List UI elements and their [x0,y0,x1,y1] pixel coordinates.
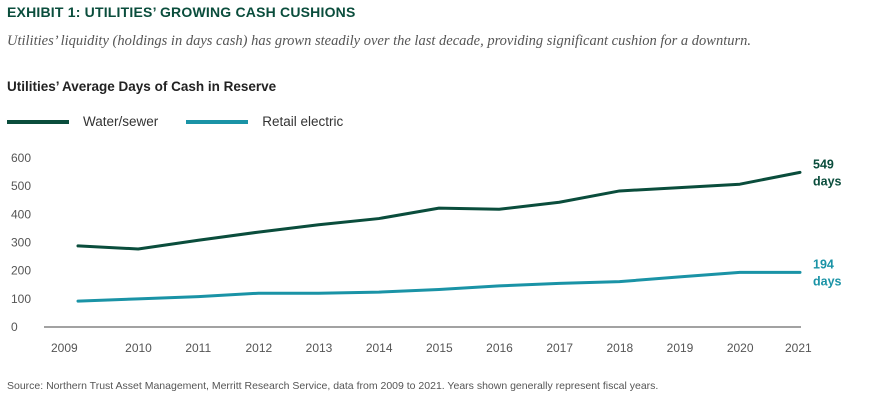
chart-subtitle: Utilities’ liquidity (holdings in days c… [7,33,752,49]
x-tick-label: 2014 [366,341,393,355]
series-line-retail-electric [76,270,802,303]
x-tick-label: 2021 [785,341,812,355]
x-tick-label: 2018 [607,341,634,355]
x-tick-label: 2011 [185,341,211,355]
exhibit-title: EXHIBIT 1: UTILITIES’ GROWING CASH CUSHI… [7,4,356,20]
y-tick-label: 500 [11,179,31,193]
legend-item-retail-electric: Retail electric [186,114,343,129]
x-tick-label: 2010 [125,341,152,355]
end-label-unit: days [813,274,842,288]
x-tick-label: 2009 [51,341,78,355]
legend-item-water-sewer: Water/sewer [7,114,158,129]
y-tick-label: 300 [11,236,31,250]
x-tick-label: 2020 [727,341,754,355]
x-tick-label: 2015 [426,341,453,355]
end-label-unit: days [813,174,842,188]
legend: Water/sewer Retail electric [7,114,371,129]
end-label-value: 194 [813,257,834,271]
chart-title: Utilities’ Average Days of Cash in Reser… [7,79,277,94]
end-label-value: 549 [813,157,834,171]
x-tick-label: 2012 [246,341,273,355]
x-tick-label: 2017 [546,341,573,355]
legend-swatch-retail-electric [186,119,249,124]
x-tick-label: 2019 [667,341,694,355]
legend-label-retail-electric: Retail electric [262,114,344,129]
legend-label-water-sewer: Water/sewer [83,114,159,129]
source-note: Source: Northern Trust Asset Management,… [7,380,659,392]
y-tick-label: 600 [11,151,31,165]
series-line-water-sewer [76,170,802,251]
y-tick-label: 100 [11,292,31,306]
y-tick-label: 400 [11,207,31,221]
x-tick-label: 2016 [486,341,513,355]
y-tick-label: 0 [11,320,18,334]
x-tick-label: 2013 [306,341,333,355]
line-chart: 0 100 200 300 400 500 600 2009 2010 2011 2012 2013 2… [11,151,842,355]
y-tick-label: 200 [11,264,31,278]
legend-swatch-water-sewer [7,119,69,124]
